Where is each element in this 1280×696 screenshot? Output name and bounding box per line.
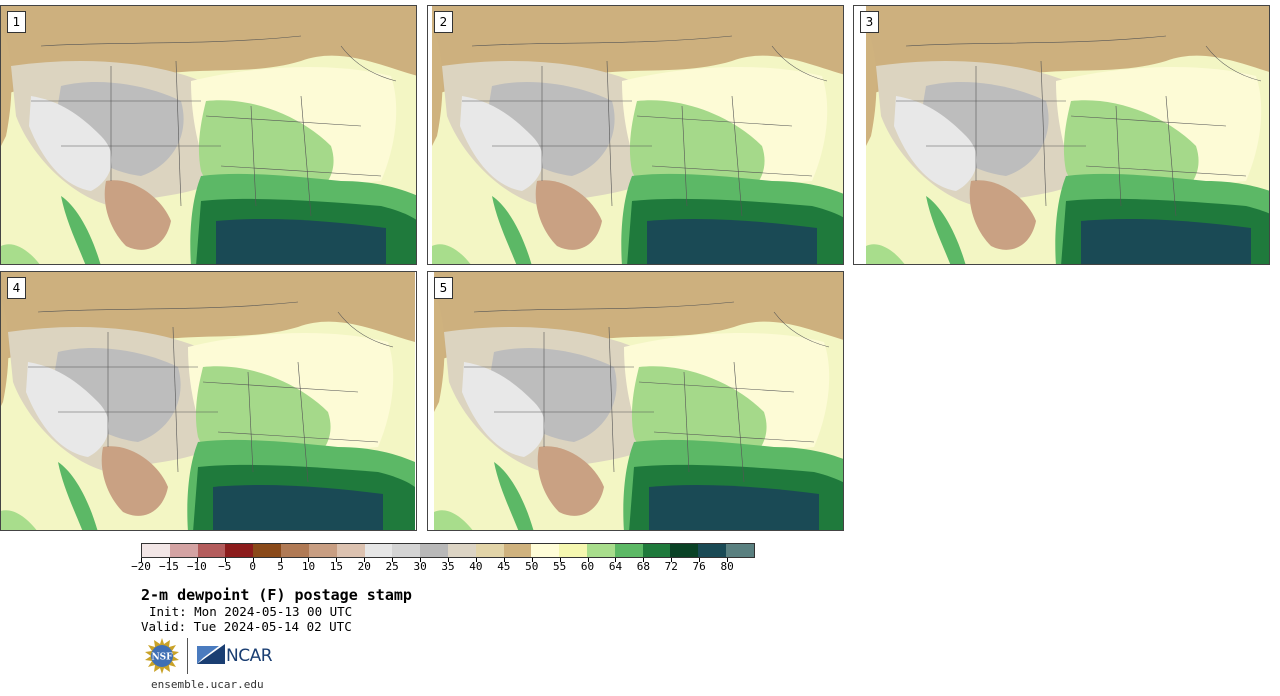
colorbar-tick-label: 30 — [413, 560, 427, 573]
colorbar-tick-mark — [671, 558, 673, 562]
init-time: Init: Mon 2024-05-13 00 UTC — [149, 604, 353, 619]
colorbar-swatch — [308, 544, 337, 557]
colorbar-tick-mark — [559, 558, 561, 562]
colorbar-swatch — [420, 544, 448, 557]
colorbar-tick-label: 25 — [385, 560, 399, 573]
colorbar-tick-label: −10 — [186, 560, 207, 573]
valid-time: Valid: Tue 2024-05-14 02 UTC — [141, 619, 352, 634]
colorbar-swatch — [670, 544, 699, 557]
map-panel-4[interactable]: 4 — [0, 271, 417, 531]
colorbar-swatch — [726, 544, 754, 557]
colorbar-tick-label: 76 — [692, 560, 706, 573]
colorbar-tick-label: 64 — [608, 560, 623, 573]
colorbar-tick-label: 5 — [277, 560, 284, 573]
colorbar-tick-mark — [615, 558, 617, 562]
colorbar-tick-mark — [531, 558, 533, 562]
colorbar-tick-label: 60 — [580, 560, 595, 573]
map-panel-5[interactable]: 5 — [427, 271, 844, 531]
dewpoint-map-5 — [434, 272, 843, 530]
colorbar-tick-mark — [252, 558, 254, 562]
dewpoint-map-2 — [432, 6, 843, 264]
colorbar-tick-mark — [503, 558, 505, 562]
colorbar-tick-label: 50 — [525, 560, 539, 573]
colorbar-tick-label: 40 — [469, 560, 483, 573]
colorbar-tick-label: −5 — [218, 560, 232, 573]
colorbar-tick-mark — [168, 558, 170, 562]
colorbar-swatch — [642, 544, 671, 557]
colorbar-swatch — [587, 544, 615, 557]
nsf-logo: NSF — [145, 638, 179, 674]
colorbar-tick-mark — [224, 558, 226, 562]
colorbar-tick-label: 55 — [553, 560, 567, 573]
map-panel-2[interactable]: 2 — [427, 5, 844, 265]
colorbar-tick-label: 15 — [329, 560, 343, 573]
colorbar-tick-mark — [364, 558, 366, 562]
colorbar-tick-mark — [392, 558, 394, 562]
colorbar-tick-label: 35 — [441, 560, 455, 573]
colorbar-tick-mark — [643, 558, 645, 562]
dewpoint-map-3 — [866, 6, 1269, 264]
colorbar-swatch — [503, 544, 532, 557]
colorbar-swatch — [197, 544, 226, 557]
colorbar-swatch — [142, 544, 170, 557]
dewpoint-colorbar — [141, 543, 755, 558]
panel-number: 5 — [434, 277, 453, 299]
colorbar-tick-label: 80 — [720, 560, 734, 573]
plot-title: 2-m dewpoint (F) postage stamp — [141, 586, 412, 604]
colorbar-swatch — [392, 544, 421, 557]
colorbar-tick-mark — [308, 558, 310, 562]
colorbar-tick-mark — [141, 558, 142, 562]
logo-separator — [187, 638, 188, 674]
colorbar-tick-label: 68 — [636, 560, 650, 573]
colorbar-swatch — [364, 544, 393, 557]
colorbar-swatch — [531, 544, 560, 557]
colorbar-tick-label: 45 — [497, 560, 511, 573]
colorbar-swatch — [336, 544, 365, 557]
colorbar-tick-label: 72 — [664, 560, 678, 573]
map-panel-3[interactable]: 3 — [853, 5, 1270, 265]
colorbar-tick-mark — [336, 558, 338, 562]
dewpoint-map-1 — [1, 6, 416, 264]
dewpoint-map-4 — [1, 272, 415, 530]
colorbar-tick-labels: −20 −15 −10 −5 0 5 10 15 20 25 30 35 40 45 50 55 60 64 68 7… — [131, 558, 755, 580]
ncar-logo-mark — [197, 644, 225, 664]
colorbar-tick-mark — [699, 558, 701, 562]
panel-number: 4 — [7, 277, 26, 299]
panel-number: 3 — [860, 11, 879, 33]
colorbar-swatch — [698, 544, 727, 557]
colorbar-swatch — [281, 544, 309, 557]
colorbar-tick-label: 20 — [357, 560, 371, 573]
map-panel-1[interactable]: 1 — [0, 5, 417, 265]
colorbar-tick-label: 10 — [301, 560, 316, 573]
colorbar-tick-mark — [587, 558, 589, 562]
colorbar-tick-mark — [727, 558, 729, 562]
colorbar-tick-mark — [196, 558, 198, 562]
panel-number: 2 — [434, 11, 453, 33]
colorbar-swatch — [447, 544, 476, 557]
colorbar-swatch — [475, 544, 504, 557]
colorbar-tick-mark — [280, 558, 282, 562]
svg-text:NSF: NSF — [151, 653, 173, 663]
colorbar-tick-mark — [448, 558, 449, 562]
colorbar-swatch — [559, 544, 587, 557]
colorbar-tick-mark — [420, 558, 422, 562]
colorbar-tick-label: 0 — [249, 560, 256, 573]
colorbar-tick-label: −20 — [131, 560, 151, 573]
colorbar-tick-label: −15 — [158, 560, 179, 573]
panel-number: 1 — [7, 11, 26, 33]
colorbar-swatch — [614, 544, 643, 557]
site-url: ensemble.ucar.edu — [151, 678, 264, 691]
colorbar-tick-mark — [475, 558, 477, 562]
colorbar-swatch — [225, 544, 254, 557]
colorbar-swatch — [169, 544, 198, 557]
ncar-logo-text: NCAR — [226, 646, 273, 666]
colorbar-swatch — [253, 544, 282, 557]
